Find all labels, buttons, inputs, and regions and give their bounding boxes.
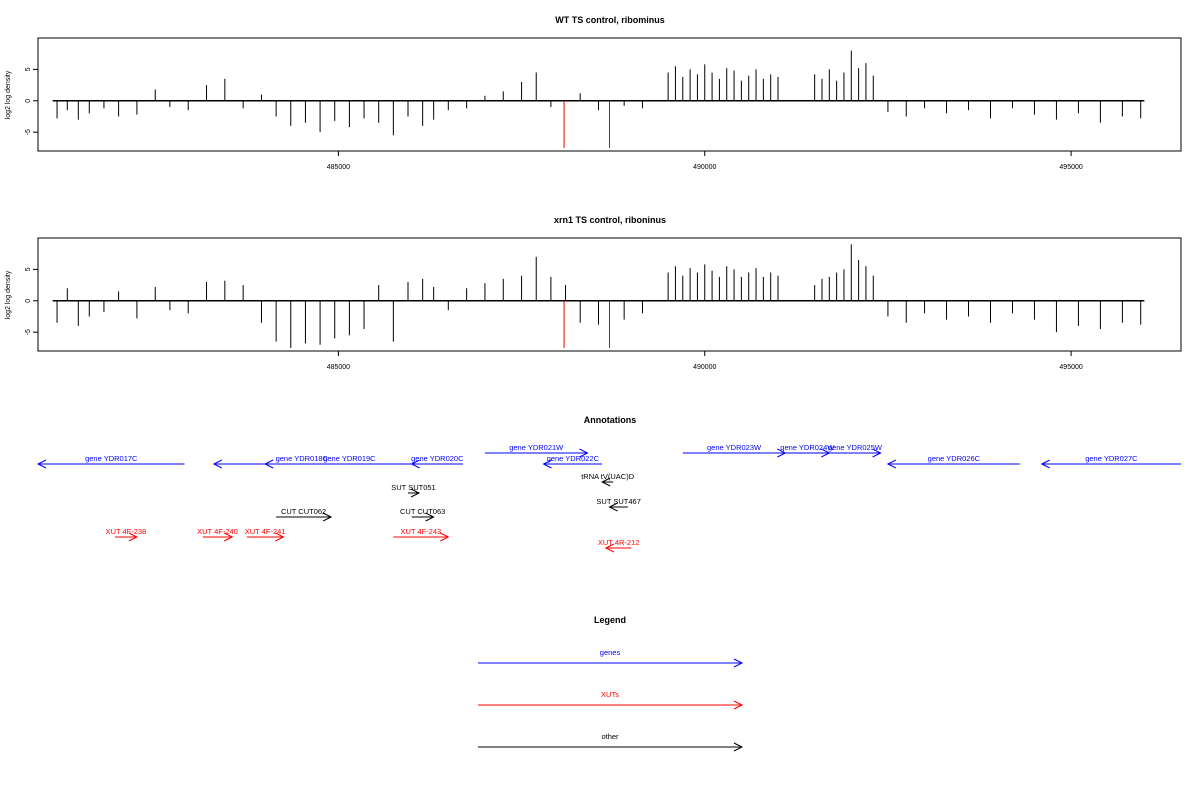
- annotation-gene: gene YDR023W: [682, 443, 787, 458]
- axes: 485000 490000 495000 -5 0 5: [25, 67, 1083, 171]
- annotation-label: gene YDR024W: [780, 443, 835, 452]
- x-tick-label: 490000: [693, 164, 716, 171]
- annotation-label: XUT 4F-241: [245, 527, 286, 536]
- x-tick-label: 490000: [693, 364, 716, 371]
- annotation-arrow-arrowhead: [604, 543, 615, 553]
- legend: Legend genes XUTs other: [478, 615, 744, 752]
- annotation-label: XUT 4F-243: [400, 527, 441, 536]
- y-tick-label: -5: [25, 129, 32, 135]
- annotation-other: SUT SUT051: [391, 483, 436, 498]
- x-tick-label: 495000: [1059, 364, 1082, 371]
- annotation-label: gene YDR027C: [1085, 454, 1138, 463]
- y-tick-label: -5: [25, 329, 32, 335]
- legend-label: genes: [600, 648, 621, 657]
- annotation-arrow-arrowhead: [410, 459, 420, 469]
- annotation-arrow-arrowhead: [322, 512, 333, 522]
- annotation-arrow-arrowhead: [440, 532, 450, 542]
- annotation-label: CUT CUT063: [400, 507, 445, 516]
- annotation-gene: gene YDR027C: [1040, 454, 1181, 469]
- annotation-gene: gene YDR019C: [264, 454, 434, 469]
- legend-arrow-arrowhead: [733, 742, 744, 752]
- annotation-other: CUT CUT063: [400, 507, 445, 522]
- annotation-other: CUT CUT062: [276, 507, 333, 522]
- annotation-arrow-arrowhead: [608, 502, 618, 512]
- annotation-xut: XUT 4F-241: [245, 527, 286, 542]
- y-tick-label: 0: [25, 99, 32, 103]
- annotation-label: gene YDR017C: [85, 454, 138, 463]
- annotation-other: tRNA tV(UAC)D: [581, 472, 635, 487]
- annotation-label: SUT SUT051: [391, 483, 435, 492]
- y-axis-label: log2 log density: [5, 70, 12, 119]
- annotation-gene: gene YDR026C: [886, 454, 1020, 469]
- annotation-arrow-arrowhead: [579, 448, 589, 458]
- annotation-label: SUT SUT467: [596, 497, 640, 506]
- annotation-arrow-arrowhead: [128, 532, 139, 542]
- annotation-arrow-arrowhead: [264, 459, 274, 469]
- legend-item: other: [478, 732, 744, 752]
- annotations-track: Annotations gene YDR017C gene YDR018Cgene…: [36, 415, 1181, 553]
- annotation-arrow-arrowhead: [36, 459, 47, 469]
- annotation-label: gene YDR025W: [828, 443, 883, 452]
- annotation-arrow-arrowhead: [886, 459, 897, 469]
- annotation-label: XUT 4F-240: [197, 527, 238, 536]
- annotation-arrow-arrowhead: [872, 448, 882, 458]
- y-tick-label: 0: [25, 299, 32, 303]
- y-tick-label: 5: [25, 267, 32, 271]
- legend-arrow-arrowhead: [733, 658, 744, 668]
- bar-marks: [52, 244, 1145, 348]
- annotation-gene: gene YDR021W: [484, 443, 589, 458]
- panel-xrn1-ts-control: xrn1 TS control, riboninus log2 log dens…: [5, 215, 1182, 371]
- panel-title: WT TS control, ribominus: [555, 15, 665, 25]
- annotation-arrow-arrowhead: [542, 459, 552, 469]
- annotation-xut: XUT 4F-238: [106, 527, 147, 542]
- panel-title: xrn1 TS control, riboninus: [554, 215, 666, 225]
- annotation-arrow-arrowhead: [223, 532, 234, 542]
- plot-frame: [37, 37, 1182, 152]
- annotation-gene: gene YDR020C: [410, 454, 464, 469]
- annotation-label: tRNA tV(UAC)D: [581, 472, 635, 481]
- annotation-label: gene YDR021W: [509, 443, 564, 452]
- annotation-label: gene YDR026C: [928, 454, 981, 463]
- annotation-label: XUT 4F-238: [106, 527, 147, 536]
- legend-arrow-arrowhead: [733, 700, 744, 710]
- annotation-label: CUT CUT062: [281, 507, 326, 516]
- x-tick-label: 485000: [327, 364, 350, 371]
- legend-title: Legend: [594, 615, 626, 625]
- x-tick-label: 495000: [1059, 164, 1082, 171]
- annotation-label: gene YDR019C: [323, 454, 376, 463]
- annotation-label: gene YDR022C: [547, 454, 600, 463]
- bar-marks: [52, 50, 1145, 148]
- annotation-arrow-arrowhead: [212, 459, 223, 469]
- annotation-label: XUT 4R-212: [598, 538, 640, 547]
- annotation-label: gene YDR023W: [707, 443, 762, 452]
- annotation-gene: gene YDR017C: [36, 454, 185, 469]
- panel-wt-ts-control: WT TS control, ribominus log2 log densit…: [5, 15, 1182, 171]
- annotation-gene: gene YDR022C: [542, 454, 603, 469]
- annotation-xut: XUT 4R-212: [598, 538, 640, 553]
- legend-item: XUTs: [478, 690, 744, 710]
- annotation-arrow-arrowhead: [410, 488, 421, 498]
- annotations-title: Annotations: [584, 415, 637, 425]
- annotation-label: gene YDR020C: [411, 454, 464, 463]
- annotation-arrow-arrowhead: [1040, 459, 1051, 469]
- annotation-arrow-arrowhead: [425, 512, 435, 522]
- plot-frame: [37, 237, 1182, 352]
- y-axis-label: log2 log density: [5, 270, 12, 319]
- legend-items: genes XUTs other: [478, 648, 744, 752]
- annotation-arrow-arrowhead: [275, 532, 285, 542]
- x-tick-label: 485000: [327, 164, 350, 171]
- annotation-gene: gene YDR025W: [828, 443, 883, 458]
- annotation-other: SUT SUT467: [596, 497, 641, 512]
- annotation-xut: XUT 4F-243: [393, 527, 450, 542]
- legend-label: XUTs: [601, 690, 619, 699]
- annotation-xut: XUT 4F-240: [197, 527, 238, 542]
- legend-item: genes: [478, 648, 744, 668]
- y-tick-label: 5: [25, 67, 32, 71]
- axes: 485000 490000 495000 -5 0 5: [25, 267, 1083, 371]
- annotation-arrow-arrowhead: [601, 477, 611, 487]
- legend-label: other: [601, 732, 619, 741]
- annotation-label: gene YDR018C: [276, 454, 329, 463]
